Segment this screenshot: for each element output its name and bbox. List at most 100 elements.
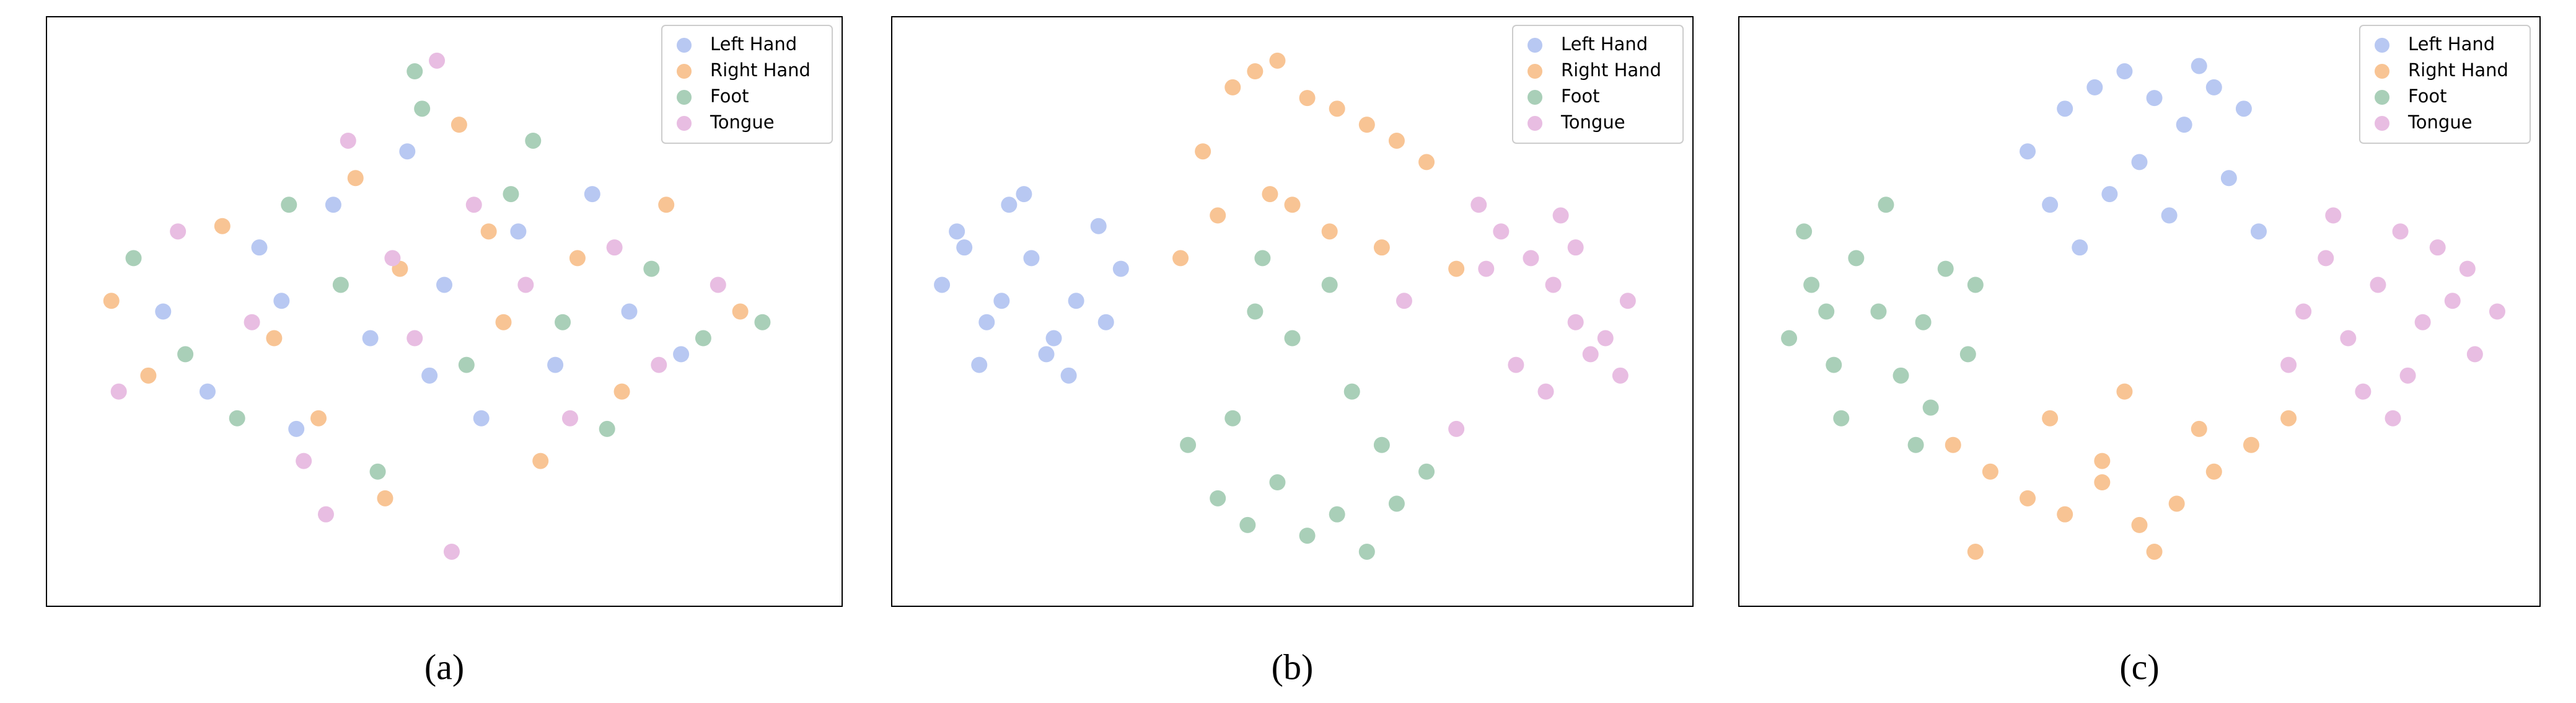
point xyxy=(1582,346,1599,363)
point xyxy=(510,223,527,240)
point xyxy=(2020,143,2036,160)
point xyxy=(1567,239,1584,256)
point xyxy=(2205,463,2222,480)
point xyxy=(1848,250,1865,267)
point xyxy=(2116,383,2133,400)
point xyxy=(1833,410,1850,427)
panel: Left Hand Right Hand Foot Tongue (a) xyxy=(46,16,843,687)
point xyxy=(414,100,431,117)
point xyxy=(2176,117,2192,133)
point xyxy=(956,239,973,256)
point xyxy=(1418,463,1435,480)
point xyxy=(2086,79,2103,95)
point xyxy=(170,223,187,240)
legend-marker xyxy=(1528,90,1542,105)
legend-label: Left Hand xyxy=(710,33,797,55)
point xyxy=(2280,356,2297,373)
point xyxy=(1001,197,1018,213)
legend-label: Foot xyxy=(2408,86,2447,107)
point xyxy=(569,250,586,267)
point xyxy=(1284,330,1301,347)
point xyxy=(1967,276,1984,293)
point xyxy=(347,170,364,187)
point xyxy=(199,383,216,400)
point xyxy=(2489,303,2505,320)
point xyxy=(1508,356,1524,373)
point xyxy=(2191,420,2207,437)
point xyxy=(2020,490,2036,506)
point xyxy=(296,453,312,469)
point xyxy=(2168,495,2185,512)
point xyxy=(1892,367,1909,384)
point xyxy=(2250,223,2267,240)
legend-label: Tongue xyxy=(710,112,775,133)
point xyxy=(555,314,571,330)
point xyxy=(325,197,341,213)
point xyxy=(1937,260,1954,277)
point xyxy=(673,346,690,363)
point xyxy=(1224,79,1241,95)
point xyxy=(599,420,615,437)
point xyxy=(2318,250,2334,267)
point xyxy=(1090,218,1107,234)
point xyxy=(2094,453,2111,469)
point xyxy=(1262,186,1278,203)
point xyxy=(2295,303,2312,320)
point xyxy=(1358,117,1375,133)
point xyxy=(214,218,231,234)
point xyxy=(525,132,542,149)
legend-label: Foot xyxy=(1561,86,1600,107)
point xyxy=(125,250,142,267)
legend-marker xyxy=(677,64,692,79)
point xyxy=(2220,170,2237,187)
point xyxy=(443,543,460,560)
point xyxy=(621,303,638,320)
point xyxy=(971,356,988,373)
point xyxy=(1045,330,1062,347)
point xyxy=(1396,293,1412,309)
point xyxy=(407,330,423,347)
point xyxy=(1945,436,1961,453)
point xyxy=(251,239,268,256)
point xyxy=(332,276,349,293)
point xyxy=(1254,250,1271,267)
point xyxy=(2116,63,2133,80)
point xyxy=(1959,346,1976,363)
point xyxy=(1038,346,1055,363)
point xyxy=(1388,495,1405,512)
point xyxy=(2444,293,2461,309)
point xyxy=(1818,303,1835,320)
point xyxy=(1180,436,1197,453)
point xyxy=(2146,543,2163,560)
point xyxy=(317,506,334,523)
point xyxy=(1210,490,1226,506)
point xyxy=(1388,132,1405,149)
point xyxy=(1172,250,1189,267)
point xyxy=(1284,197,1301,213)
point xyxy=(1878,197,1894,213)
point xyxy=(2131,154,2148,170)
panel-caption: (b) xyxy=(1272,647,1314,687)
point xyxy=(613,383,630,400)
panel: Left Hand Right Hand Foot Tongue (c) xyxy=(1738,16,2541,687)
point xyxy=(2385,410,2401,427)
point xyxy=(340,132,356,149)
point xyxy=(949,223,965,240)
point xyxy=(495,314,512,330)
point xyxy=(1269,52,1286,69)
point xyxy=(2414,314,2431,330)
point xyxy=(1619,293,1636,309)
point xyxy=(155,303,172,320)
point xyxy=(754,314,771,330)
point xyxy=(2355,383,2372,400)
point xyxy=(229,410,245,427)
legend-label: Left Hand xyxy=(2408,33,2495,55)
point xyxy=(1343,383,1360,400)
legend-marker xyxy=(2375,90,2389,105)
point xyxy=(1922,399,1939,416)
point xyxy=(2392,223,2409,240)
point xyxy=(458,356,475,373)
point xyxy=(140,367,157,384)
point xyxy=(1299,90,1316,107)
point xyxy=(362,330,379,347)
